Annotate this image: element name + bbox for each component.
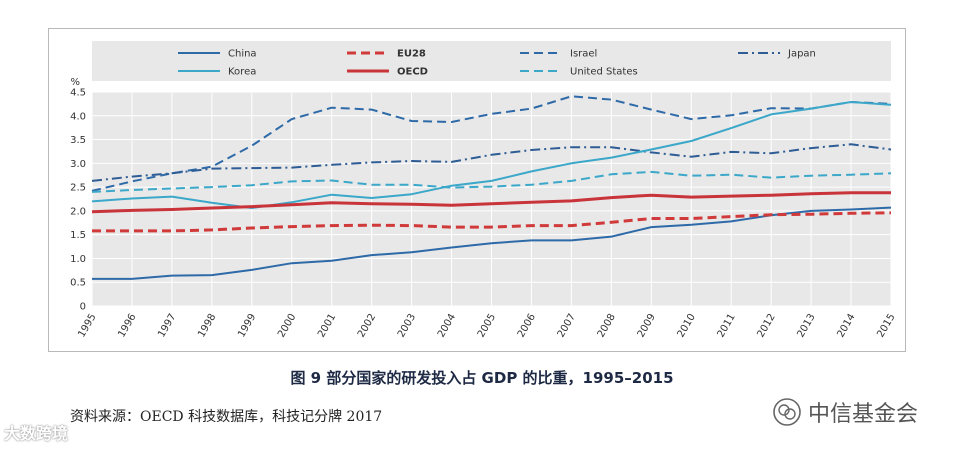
y-tick-label: 4.0 [70,111,86,122]
x-tick-label: 1997 [156,312,178,340]
x-tick-label: 2003 [396,312,418,340]
legend-label-oecd: OECD [397,67,428,78]
y-axis-label: % [70,77,80,88]
watermark-left: 大数跨境 [4,424,69,443]
x-tick-label: 1999 [236,312,258,340]
y-tick-label: 4.5 [70,88,86,99]
y-tick-label: 3.0 [70,159,86,170]
x-tick-label: 1995 [76,312,98,340]
chart-frame [48,28,906,352]
watermark-right: 中信基金会 [772,396,918,428]
x-tick-label: 1998 [196,312,218,340]
chart-caption: 图 9 部分国家的研发投入占 GDP 的比重，1995–2015 [290,369,674,387]
y-tick-label: 1.5 [70,230,86,241]
legend-band [92,41,891,81]
x-tick-label: 2002 [356,312,378,340]
x-tick-label: 2014 [835,312,857,340]
y-tick-label: 0.5 [70,278,86,289]
x-tick-label: 2000 [276,312,298,340]
x-tick-label: 2015 [875,312,897,340]
legend-label-japan: Japan [787,49,816,60]
series-line-united-states [91,170,892,193]
x-tick-label: 1996 [116,312,138,340]
x-tick-label: 2006 [516,312,538,340]
legend-label-korea: Korea [228,67,256,78]
x-tick-label: 2010 [676,312,698,340]
x-tick-label: 2008 [596,312,618,340]
x-tick-label: 2009 [636,312,658,340]
legend-label-eu28: EU28 [397,49,426,60]
watermark-right-label: 中信基金会 [808,402,919,427]
x-tick-label: 2005 [476,312,498,340]
y-tick-label: 1.0 [70,254,86,265]
x-tick-label: 2004 [436,312,458,340]
series-line-china [92,206,892,280]
x-tick-label: 2012 [755,312,777,340]
series-line-israel [91,95,892,192]
y-tick-label: 0 [80,302,86,313]
y-tick-label: 2.5 [70,183,86,194]
y-tick-label: 3.5 [70,135,86,146]
series-line-oecd [91,191,891,214]
legend-label-united-states: United States [570,67,638,78]
x-tick-label: 2011 [716,312,738,340]
x-tick-label: 2001 [316,312,338,340]
legend-label-china: China [228,49,257,60]
x-tick-label: 2007 [556,312,578,340]
wechat-icon [773,398,801,426]
x-tick-label: 2013 [795,312,817,340]
y-tick-label: 2.0 [70,206,86,217]
series-line-korea [91,101,892,209]
series-line-eu28 [92,211,892,233]
source-note: 资料来源：OECD 科技数据库，科技记分牌 2017 [70,409,383,425]
legend-label-israel: Israel [570,49,597,60]
series-line-japan [91,143,892,182]
